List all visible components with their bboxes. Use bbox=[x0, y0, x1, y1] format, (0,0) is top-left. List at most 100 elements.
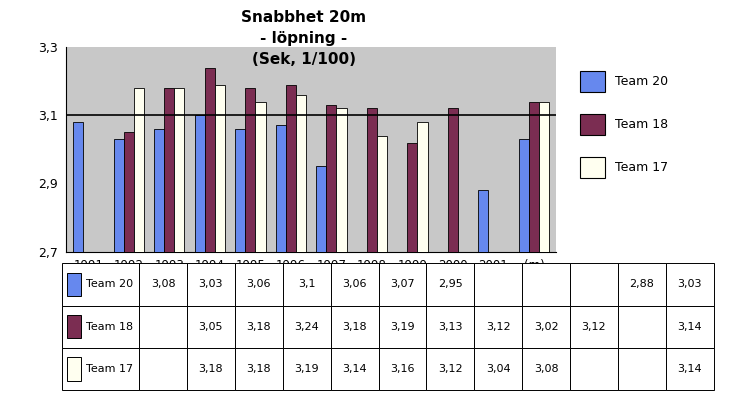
Bar bbox=[474, 306, 522, 348]
Text: 3,12: 3,12 bbox=[486, 322, 510, 332]
Bar bbox=[570, 306, 618, 348]
Bar bbox=[367, 108, 377, 393]
Bar bbox=[62, 348, 139, 390]
Bar bbox=[417, 122, 427, 393]
Bar bbox=[337, 108, 346, 393]
Text: 3,14: 3,14 bbox=[677, 322, 702, 332]
Bar bbox=[187, 306, 235, 348]
Bar bbox=[316, 166, 326, 393]
Bar bbox=[377, 136, 387, 393]
Text: 3,19: 3,19 bbox=[294, 364, 319, 374]
Text: 3,06: 3,06 bbox=[343, 279, 367, 289]
Text: 3,06: 3,06 bbox=[247, 279, 271, 289]
Bar bbox=[73, 122, 83, 393]
Bar bbox=[580, 114, 605, 135]
Bar bbox=[214, 84, 225, 393]
Bar bbox=[570, 263, 618, 306]
Text: 3,16: 3,16 bbox=[390, 364, 415, 374]
Text: 3,04: 3,04 bbox=[486, 364, 510, 374]
Bar bbox=[474, 263, 522, 306]
Bar bbox=[378, 348, 426, 390]
Text: Team 17: Team 17 bbox=[615, 161, 668, 174]
Bar bbox=[426, 263, 474, 306]
Bar bbox=[205, 68, 214, 393]
Bar bbox=[529, 102, 539, 393]
Text: Snabbhet 20m
- löpning -
(Sek, 1/100): Snabbhet 20m - löpning - (Sek, 1/100) bbox=[242, 10, 366, 67]
Bar bbox=[255, 102, 266, 393]
Bar bbox=[580, 156, 605, 178]
Bar bbox=[235, 348, 283, 390]
Bar bbox=[154, 129, 164, 393]
Text: 3,12: 3,12 bbox=[438, 364, 463, 374]
Bar bbox=[522, 263, 570, 306]
Bar bbox=[331, 263, 378, 306]
Bar bbox=[283, 348, 331, 390]
Bar bbox=[522, 348, 570, 390]
Text: Team 20: Team 20 bbox=[615, 75, 668, 88]
Bar bbox=[235, 306, 283, 348]
Text: 3,02: 3,02 bbox=[534, 322, 559, 332]
Text: 2,95: 2,95 bbox=[438, 279, 463, 289]
Bar bbox=[283, 263, 331, 306]
Bar bbox=[195, 115, 205, 393]
Bar bbox=[62, 263, 139, 306]
Bar bbox=[408, 143, 417, 393]
Bar bbox=[187, 348, 235, 390]
Bar bbox=[331, 306, 378, 348]
Bar bbox=[666, 306, 714, 348]
Bar bbox=[187, 263, 235, 306]
Text: 3,14: 3,14 bbox=[343, 364, 367, 374]
Bar bbox=[618, 306, 666, 348]
Text: 3,08: 3,08 bbox=[534, 364, 559, 374]
Text: 3,13: 3,13 bbox=[438, 322, 463, 332]
Bar bbox=[285, 84, 296, 393]
Bar bbox=[666, 263, 714, 306]
Bar bbox=[478, 190, 488, 393]
Bar bbox=[283, 306, 331, 348]
Bar bbox=[235, 263, 283, 306]
Bar bbox=[426, 348, 474, 390]
Bar bbox=[134, 88, 144, 393]
Text: 3,18: 3,18 bbox=[247, 322, 271, 332]
Bar bbox=[618, 348, 666, 390]
Bar bbox=[378, 263, 426, 306]
Text: 3,12: 3,12 bbox=[582, 322, 606, 332]
Bar bbox=[448, 108, 458, 393]
Bar bbox=[296, 95, 306, 393]
Bar bbox=[474, 348, 522, 390]
Text: 3,18: 3,18 bbox=[247, 364, 271, 374]
Bar bbox=[62, 306, 139, 348]
Bar bbox=[174, 88, 184, 393]
Bar bbox=[666, 348, 714, 390]
Text: 3,18: 3,18 bbox=[343, 322, 367, 332]
Text: 3,1: 3,1 bbox=[298, 279, 315, 289]
Bar bbox=[164, 88, 174, 393]
Text: 3,07: 3,07 bbox=[390, 279, 415, 289]
Text: Team 18: Team 18 bbox=[615, 118, 668, 131]
Bar bbox=[539, 102, 549, 393]
Bar bbox=[67, 315, 81, 338]
Text: 3,19: 3,19 bbox=[390, 322, 415, 332]
Text: 3,18: 3,18 bbox=[198, 364, 223, 374]
Bar bbox=[580, 71, 605, 92]
Bar bbox=[522, 306, 570, 348]
Text: 3,03: 3,03 bbox=[198, 279, 223, 289]
Bar bbox=[276, 125, 285, 393]
Bar bbox=[378, 306, 426, 348]
Bar bbox=[426, 306, 474, 348]
Bar bbox=[124, 132, 134, 393]
Bar bbox=[326, 105, 337, 393]
Text: 3,24: 3,24 bbox=[294, 322, 319, 332]
Bar bbox=[235, 129, 245, 393]
Bar bbox=[67, 273, 81, 296]
Text: 3,03: 3,03 bbox=[678, 279, 702, 289]
Text: Team 18: Team 18 bbox=[86, 322, 132, 332]
Bar bbox=[245, 88, 255, 393]
Bar bbox=[519, 139, 529, 393]
Text: 2,88: 2,88 bbox=[630, 279, 654, 289]
Text: Team 17: Team 17 bbox=[86, 364, 132, 374]
Bar bbox=[570, 348, 618, 390]
Text: 3,14: 3,14 bbox=[677, 364, 702, 374]
Text: 3,05: 3,05 bbox=[198, 322, 223, 332]
Bar bbox=[113, 139, 124, 393]
